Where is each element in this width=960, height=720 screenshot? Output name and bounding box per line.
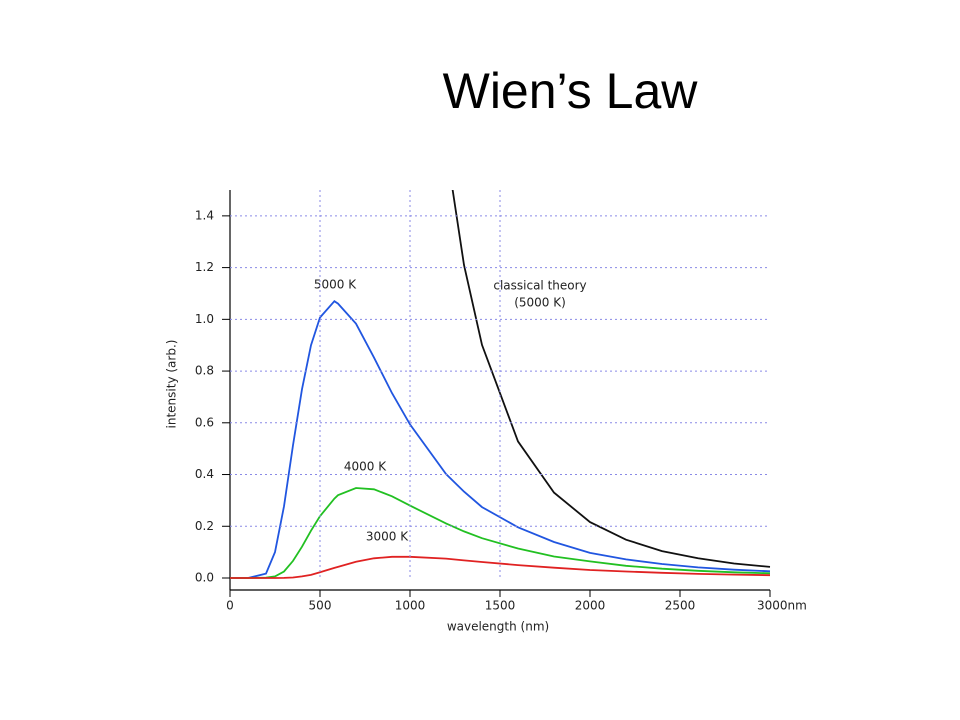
curve-label: 5000 K xyxy=(314,278,357,292)
x-tick-label: 0 xyxy=(226,599,234,613)
y-tick-label: 0.2 xyxy=(195,519,214,533)
curve-label: 4000 K xyxy=(344,460,387,474)
y-tick-label: 0.4 xyxy=(195,467,214,481)
curve-label: 3000 K xyxy=(366,530,409,544)
y-tick-label: 1.4 xyxy=(195,208,214,222)
series-line xyxy=(230,300,771,579)
y-tick-label: 1.0 xyxy=(195,312,214,326)
y-tick-label: 0.0 xyxy=(195,571,214,585)
series-line xyxy=(230,487,771,579)
curve-label: (5000 K) xyxy=(514,296,566,310)
x-tick-label: 2500 xyxy=(665,599,696,613)
x-axis-label: wavelength (nm) xyxy=(447,620,549,634)
series-line xyxy=(230,555,771,579)
y-axis-label: intensity (arb.) xyxy=(165,340,179,429)
curve-label: classical theory xyxy=(493,279,586,293)
slide-title: Wien’s Law xyxy=(443,63,699,119)
x-tick-label: 1500 xyxy=(485,599,516,613)
x-tick-label: 1000 xyxy=(395,599,426,613)
plot-area xyxy=(230,190,771,579)
y-tick-label: 1.2 xyxy=(195,260,214,274)
y-tick-label: 0.8 xyxy=(195,364,214,378)
x-tick-label: 2000 xyxy=(575,599,606,613)
x-tick-label: 500 xyxy=(309,599,332,613)
x-tick-label: 3000nm xyxy=(757,599,807,613)
y-tick-label: 0.6 xyxy=(195,415,214,429)
series-line xyxy=(451,190,771,568)
